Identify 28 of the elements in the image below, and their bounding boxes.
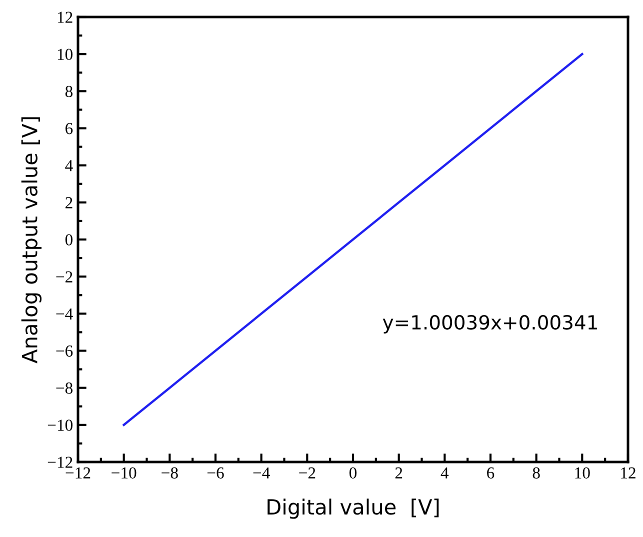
y-tick-label: 0 [65,234,73,246]
y-tick-label: −12 [48,456,72,468]
y-tick-label: 10 [58,48,73,60]
x-tick-label: −10 [112,467,136,479]
x-tick-label: 0 [349,467,357,479]
y-tick-label: −6 [56,345,73,357]
x-tick-label: 12 [621,467,636,478]
x-tick-label: −2 [299,467,316,478]
y-tick-label: −2 [56,271,72,282]
x-tick-label: 2 [395,467,402,478]
x-tick-label: −6 [207,467,224,479]
y-tick-label: −8 [56,382,73,394]
y-tick-label: 8 [65,86,73,98]
y-tick-label: 4 [65,160,73,172]
y-tick-label: 6 [66,122,73,134]
x-tick-label: 6 [487,467,494,479]
x-axis-title: Digital value [V] [268,498,439,519]
x-tick-label: −8 [162,467,178,479]
y-tick-label: −4 [56,308,73,320]
y-tick-label: 2 [66,197,72,208]
annotation: y=1.00039x+0.00341 [382,314,597,334]
y-tick-label: 12 [58,12,72,23]
x-tick-label: −4 [253,467,270,478]
x-tick-label: 10 [575,467,590,479]
x-tick-label: 4 [440,467,449,478]
x-tick-label: 8 [532,467,540,479]
y-tick-label: −10 [48,420,73,431]
y-axis-title: Analog output value [V] [21,117,42,364]
